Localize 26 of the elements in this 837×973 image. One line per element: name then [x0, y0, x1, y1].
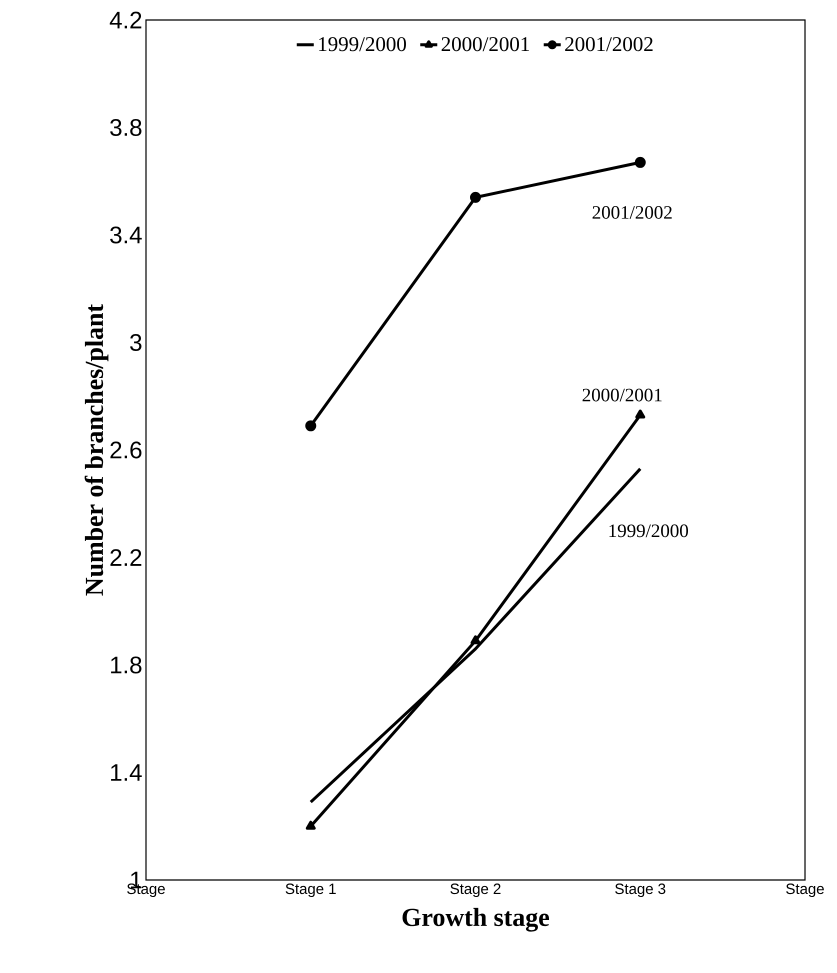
legend-label: 2000/2001: [442, 37, 529, 52]
y-tick-label: 2.2: [110, 549, 142, 566]
x-tick-label: Stage 1: [286, 884, 336, 898]
annotation: 2001/2002: [592, 206, 672, 219]
annotation: 1999/2000: [609, 524, 688, 538]
x-tick-label: Stage 3: [615, 884, 666, 898]
y-tick-label: 1.4: [111, 764, 142, 781]
point: [305, 420, 316, 432]
y-tick-label: 4.2: [110, 12, 142, 28]
point: [306, 820, 316, 830]
y-tick-label: 3.4: [110, 226, 142, 244]
x-tick-label: Stage: [786, 884, 824, 898]
y-tick-label: 3.8: [110, 119, 142, 136]
x-axis-title: Growth stage: [402, 908, 550, 932]
y-tick-label: 1.8: [111, 656, 142, 674]
point: [635, 410, 646, 419]
point: [470, 635, 480, 644]
annotation: 2000/2001: [582, 388, 662, 402]
legend-label: 1999/2000: [319, 37, 406, 52]
y-tick-label: 3: [130, 334, 142, 351]
y-axis-title: Number of branches/plant: [84, 304, 108, 596]
legend-label: 2001/2002: [565, 37, 653, 52]
y-tick-label: 2.6: [110, 442, 142, 458]
point: [634, 156, 646, 168]
point: [470, 192, 481, 203]
x-tick-label: Stage 2: [450, 884, 500, 898]
